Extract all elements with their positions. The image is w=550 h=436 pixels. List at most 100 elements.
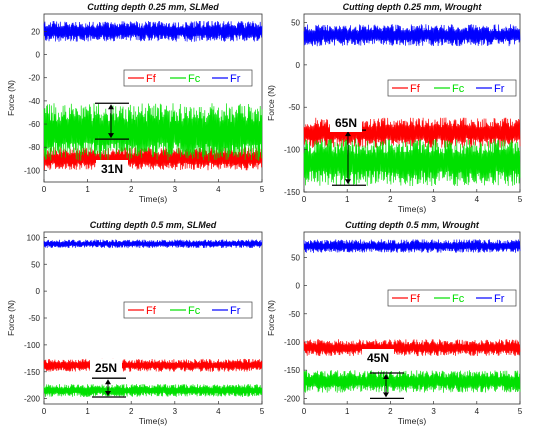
y-tick-label: -60 <box>28 120 40 129</box>
x-tick-label: 4 <box>216 185 221 194</box>
y-tick-label: -100 <box>24 341 41 350</box>
x-tick-label: 4 <box>475 407 480 416</box>
x-tick-label: 5 <box>260 407 265 416</box>
x-tick-label: 3 <box>431 195 436 204</box>
annotation-arrow-up-icon <box>345 131 351 137</box>
y-axis-label: Force (N) <box>6 300 16 336</box>
plot-frame <box>43 13 263 183</box>
x-tick-label: 2 <box>388 195 393 204</box>
legend-box <box>387 289 517 307</box>
annotation-label: 65N <box>335 116 357 130</box>
chart-title: Cutting depth 0.25 mm, SLMed <box>87 2 219 12</box>
y-tick-label: -50 <box>288 103 300 112</box>
y-tick-label: -150 <box>284 188 301 197</box>
y-tick-label: 50 <box>291 18 300 27</box>
y-tick-label: 20 <box>31 27 40 36</box>
annotation-label-box <box>330 114 362 132</box>
series-fr <box>43 20 263 42</box>
y-tick-label: -150 <box>284 366 301 375</box>
difference-annotation: 31N <box>95 102 129 178</box>
y-axis-label: Force (N) <box>266 300 276 336</box>
y-tick-label: -20 <box>28 74 40 83</box>
x-tick-label: 1 <box>85 407 90 416</box>
legend-label-fc: Fc <box>452 83 465 95</box>
y-tick-label: -100 <box>24 166 41 175</box>
chart-panel-top-right: Cutting depth 0.25 mm, Wrought 0 1 2 3 4 5 -150… <box>266 2 523 214</box>
legend-label-ff: Ff <box>410 293 421 305</box>
chart-panel-bottom-left: Cutting depth 0.5 mm, SLMed 0 1 2 3 4 5 -200 -15… <box>6 220 265 426</box>
difference-annotation: 65N <box>330 114 366 186</box>
annotation-label-box <box>362 349 394 367</box>
annotation-arrow-down-icon <box>383 392 389 398</box>
legend-label-ff: Ff <box>410 83 421 95</box>
series-ff <box>43 358 263 372</box>
y-tick-label: 50 <box>31 260 40 269</box>
x-tick-label: 4 <box>475 195 480 204</box>
x-tick-label: 3 <box>173 185 178 194</box>
series-fr <box>303 24 521 47</box>
annotation-label: 31N <box>101 162 123 176</box>
y-axis-label: Force (N) <box>266 85 276 121</box>
x-axis-label: Time(s) <box>139 416 168 426</box>
legend: Ff Fc Fr <box>387 289 517 307</box>
y-tick-label: -50 <box>28 314 40 323</box>
y-tick-label: -150 <box>24 368 41 377</box>
y-tick-label: 0 <box>36 287 41 296</box>
series-fc <box>43 384 263 398</box>
legend: Ff Fc Fr <box>123 69 253 87</box>
annotation-label-box <box>96 160 128 178</box>
annotation-label: 45N <box>367 351 389 365</box>
legend-label-fc: Fc <box>188 305 201 317</box>
y-tick-label: -80 <box>28 143 40 152</box>
x-tick-label: 2 <box>129 407 134 416</box>
annotation-label: 25N <box>95 361 117 375</box>
y-tick-label: -50 <box>288 310 300 319</box>
difference-annotation: 25N <box>90 359 126 398</box>
x-tick-label: 5 <box>260 185 265 194</box>
legend-box <box>123 301 253 319</box>
plot-frame <box>303 13 521 193</box>
x-tick-label: 2 <box>388 407 393 416</box>
series-fc <box>303 138 521 187</box>
y-tick-label: -100 <box>284 146 301 155</box>
y-tick-label: -40 <box>28 97 40 106</box>
x-axis-label: Time(s) <box>398 416 427 426</box>
chart-panel-top-left: Cutting depth 0.25 mm, SLMed 0 1 2 3 4 5 -100 -8… <box>6 2 265 204</box>
legend-label-ff: Ff <box>146 73 157 85</box>
series-ff <box>303 339 521 357</box>
x-tick-label: 0 <box>302 407 307 416</box>
y-tick-label: -200 <box>284 394 301 403</box>
x-tick-label: 3 <box>431 407 436 416</box>
x-tick-label: 1 <box>85 185 90 194</box>
x-tick-label: 5 <box>518 195 523 204</box>
legend-label-fr: Fr <box>494 293 505 305</box>
legend: Ff Fc Fr <box>123 301 253 319</box>
plot-frame <box>303 231 521 405</box>
legend-label-fc: Fc <box>188 73 201 85</box>
y-tick-label: 0 <box>296 61 301 70</box>
annotation-arrow-down-icon <box>345 179 351 185</box>
series-fr <box>43 239 263 249</box>
legend: Ff Fc Fr <box>387 79 517 97</box>
x-tick-label: 1 <box>345 195 350 204</box>
annotation-arrow-up-icon <box>383 373 389 379</box>
series-fc <box>303 370 521 393</box>
legend-label-fc: Fc <box>452 293 465 305</box>
series-fc <box>43 103 263 162</box>
series-ff <box>43 147 263 171</box>
chart-panel-bottom-right: Cutting depth 0.5 mm, Wrought 0 1 2 3 4 5 -200 -… <box>266 220 523 426</box>
series-fr <box>303 239 521 253</box>
y-tick-label: 50 <box>291 253 300 262</box>
annotation-label-box <box>90 359 122 377</box>
chart-title: Cutting depth 0.5 mm, SLMed <box>90 220 217 230</box>
legend-box <box>123 69 253 87</box>
y-tick-label: -200 <box>24 395 41 404</box>
chart-title: Cutting depth 0.25 mm, Wrought <box>343 2 483 12</box>
x-tick-label: 2 <box>129 185 134 194</box>
y-tick-label: -100 <box>284 338 301 347</box>
legend-label-fr: Fr <box>230 73 241 85</box>
x-tick-label: 5 <box>518 407 523 416</box>
x-axis-label: Time(s) <box>139 194 168 204</box>
y-tick-label: 100 <box>27 233 41 242</box>
